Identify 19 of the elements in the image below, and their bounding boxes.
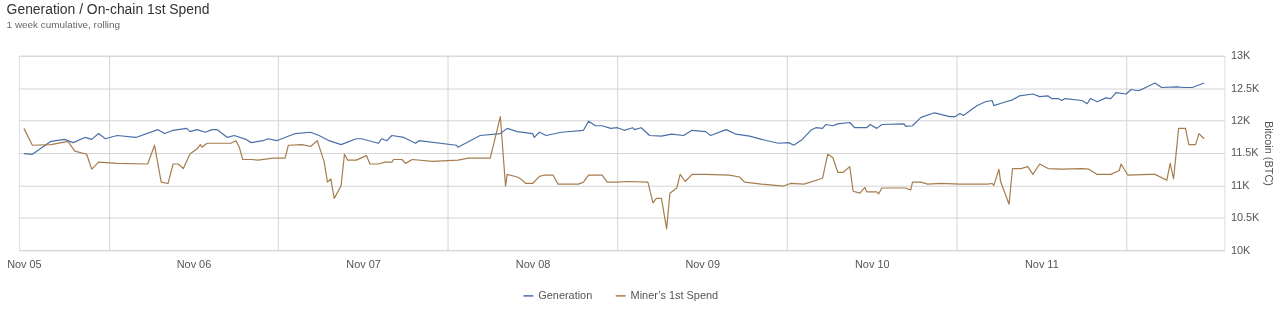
y2-tick-label: 11.5K [1230, 146, 1260, 159]
y2-axis-title: Bitcoin (BTC) [1263, 121, 1276, 186]
x-tick-label: Nov 07 [346, 257, 381, 270]
y2-tick-label: 10K [1230, 243, 1252, 256]
x-tick-label: Nov 06 [176, 257, 212, 270]
y2-tick-label: 12K [1230, 114, 1252, 127]
x-tick-label: Nov 10 [854, 257, 890, 270]
x-tick-label: Nov 05 [7, 257, 42, 270]
y2-tick-label: 12.5K [1230, 81, 1261, 94]
x-tick-label: Nov 09 [685, 257, 720, 270]
x-tick-label: Nov 11 [1024, 257, 1059, 270]
chart-subtitle: 1 week cumulative, rolling [6, 18, 121, 30]
y2-tick-label: 10.5K [1230, 211, 1261, 224]
y2-tick-label: 13K [1230, 49, 1252, 62]
legend-label: Generation [538, 288, 593, 301]
x-tick-label: Nov 08 [515, 257, 551, 270]
legend-label: Miner’s 1st Spend [630, 288, 719, 301]
chart-title: Generation / On-chain 1st Spend [6, 1, 210, 18]
y2-tick-label: 11K [1230, 178, 1251, 191]
